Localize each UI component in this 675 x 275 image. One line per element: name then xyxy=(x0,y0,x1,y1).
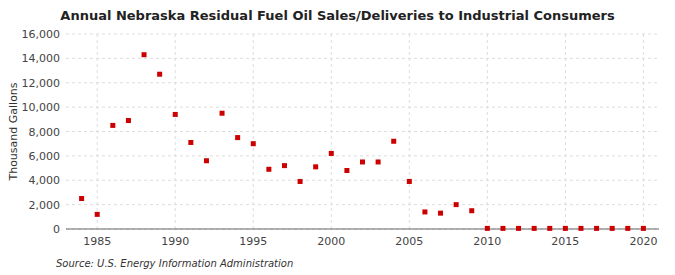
point xyxy=(407,179,412,184)
source: Source: U.S. Energy Information Administ… xyxy=(56,258,293,269)
y-tick-label: 10,000 xyxy=(22,101,61,114)
point xyxy=(563,226,568,231)
point xyxy=(110,123,115,128)
point xyxy=(547,226,552,231)
point xyxy=(188,140,193,145)
y-grid-line xyxy=(66,229,659,230)
point xyxy=(391,139,396,144)
y-tick-label: 8,000 xyxy=(29,126,61,139)
point xyxy=(126,118,131,123)
y-grid-line xyxy=(66,204,659,205)
point xyxy=(157,72,162,77)
point xyxy=(313,164,318,169)
y-grid-line xyxy=(66,82,659,83)
x-grid-line xyxy=(409,34,410,229)
point xyxy=(578,226,583,231)
y-axis-label: Thousand Gallons xyxy=(7,82,20,181)
x-grid-line xyxy=(331,34,332,229)
y-grid-line xyxy=(66,180,659,181)
point xyxy=(454,202,459,207)
chart: Annual Nebraska Residual Fuel Oil Sales/… xyxy=(0,0,675,275)
x-tick-label: 2015 xyxy=(551,235,579,248)
point xyxy=(220,111,225,116)
point xyxy=(594,226,599,231)
y-tick-label: 16,000 xyxy=(22,28,61,41)
point xyxy=(235,135,240,140)
x-axis-line xyxy=(66,229,659,230)
y-grid-line xyxy=(66,34,659,35)
point xyxy=(329,151,334,156)
x-tick-label: 1990 xyxy=(161,235,189,248)
x-tick-label: 2010 xyxy=(473,235,501,248)
x-tick-label: 2000 xyxy=(317,235,345,248)
x-tick-label: 2005 xyxy=(395,235,423,248)
y-grid-line xyxy=(66,58,659,59)
point xyxy=(516,226,521,231)
axes: 0 2,000 4,000 6,000 8,000 10,000 12,000 14,000 1… xyxy=(22,28,660,248)
y-grid-line xyxy=(66,107,659,108)
points xyxy=(79,52,646,231)
point xyxy=(251,141,256,146)
point xyxy=(298,179,303,184)
y-tick-label: 2,000 xyxy=(29,199,61,212)
point xyxy=(173,112,178,117)
point xyxy=(625,226,630,231)
x-tick-label: 2020 xyxy=(629,235,657,248)
point xyxy=(204,158,209,163)
point xyxy=(641,226,646,231)
y-grid-line xyxy=(66,155,659,156)
point xyxy=(360,159,365,164)
point xyxy=(422,209,427,214)
y-tick-label: 0 xyxy=(53,223,60,236)
point xyxy=(485,226,490,231)
point xyxy=(500,226,505,231)
x-grid-line xyxy=(175,34,176,229)
point xyxy=(376,159,381,164)
x-grid-line xyxy=(253,34,254,229)
x-grid-line xyxy=(565,34,566,229)
title: Annual Nebraska Residual Fuel Oil Sales/… xyxy=(60,8,615,23)
y-tick-label: 12,000 xyxy=(22,77,61,90)
x-grid-line xyxy=(97,34,98,229)
x-grid-line xyxy=(643,34,644,229)
x-grid-line xyxy=(487,34,488,229)
point xyxy=(610,226,615,231)
grid xyxy=(66,34,659,229)
point xyxy=(469,208,474,213)
y-tick-label: 14,000 xyxy=(22,52,61,65)
y-tick-label: 4,000 xyxy=(29,174,61,187)
x-tick-label: 1995 xyxy=(239,235,267,248)
point xyxy=(438,211,443,216)
point xyxy=(142,52,147,57)
point xyxy=(266,167,271,172)
point xyxy=(79,196,84,201)
point xyxy=(95,212,100,217)
y-grid-line xyxy=(66,131,659,132)
x-tick-label: 1985 xyxy=(83,235,111,248)
point xyxy=(344,168,349,173)
point xyxy=(282,163,287,168)
y-tick-label: 6,000 xyxy=(29,150,61,163)
point xyxy=(532,226,537,231)
